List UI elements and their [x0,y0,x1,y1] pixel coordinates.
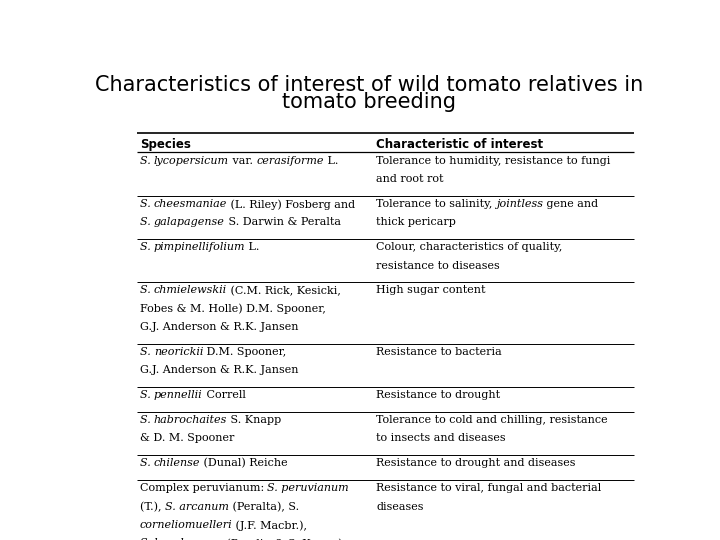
Text: S. Knapp: S. Knapp [228,415,282,425]
Text: cerasiforme: cerasiforme [256,156,324,166]
Text: S.: S. [140,347,154,357]
Text: (Peralta & S. Knaap): (Peralta & S. Knaap) [223,538,343,540]
Text: (C.M. Rick, Kesicki,: (C.M. Rick, Kesicki, [227,286,341,296]
Text: tomato breeding: tomato breeding [282,92,456,112]
Text: chmielewskii: chmielewskii [154,286,227,295]
Text: pennellii: pennellii [154,390,202,400]
Text: Species: Species [140,138,191,151]
Text: (Dunal) Reiche: (Dunal) Reiche [200,458,288,469]
Text: Fobes & M. Holle) D.M. Spooner,: Fobes & M. Holle) D.M. Spooner, [140,304,325,314]
Text: S.: S. [140,217,154,227]
Text: Characteristic of interest: Characteristic of interest [377,138,544,151]
Text: galapagense: galapagense [154,217,225,227]
Text: L.: L. [246,242,260,252]
Text: cheesmaniae: cheesmaniae [154,199,228,209]
Text: Colour, characteristics of quality,: Colour, characteristics of quality, [377,242,562,252]
Text: S.: S. [140,538,154,540]
Text: Correll: Correll [202,390,246,400]
Text: S. arcanum: S. arcanum [165,502,228,512]
Text: thick pericarp: thick pericarp [377,217,456,227]
Text: S. Darwin & Peralta: S. Darwin & Peralta [225,217,341,227]
Text: Resistance to bacteria: Resistance to bacteria [377,347,502,357]
Text: huaylasense: huaylasense [154,538,223,540]
Text: Resistance to drought: Resistance to drought [377,390,500,400]
Text: to insects and diseases: to insects and diseases [377,434,506,443]
Text: habrochaites: habrochaites [154,415,228,425]
Text: S.: S. [140,242,154,252]
Text: resistance to diseases: resistance to diseases [377,260,500,271]
Text: corneliomuelleri: corneliomuelleri [140,520,233,530]
Text: G.J. Anderson & R.K. Jansen: G.J. Anderson & R.K. Jansen [140,322,298,332]
Text: S.: S. [140,286,154,295]
Text: diseases: diseases [377,502,424,512]
Text: Tolerance to cold and chilling, resistance: Tolerance to cold and chilling, resistan… [377,415,608,425]
Text: Resistance to viral, fungal and bacterial: Resistance to viral, fungal and bacteria… [377,483,601,494]
Text: jointless: jointless [496,199,543,209]
Text: (T.),: (T.), [140,502,165,512]
Text: (L. Riley) Fosberg and: (L. Riley) Fosberg and [228,199,356,210]
Text: chilense: chilense [154,458,200,468]
Text: D.M. Spooner,: D.M. Spooner, [203,347,287,357]
Text: High sugar content: High sugar content [377,286,486,295]
Text: Characteristics of interest of wild tomato relatives in: Characteristics of interest of wild toma… [95,75,643,95]
Text: (J.F. Macbr.),: (J.F. Macbr.), [233,520,307,530]
Text: var.: var. [229,156,256,166]
Text: lycopersicum: lycopersicum [154,156,229,166]
Text: Resistance to drought and diseases: Resistance to drought and diseases [377,458,576,468]
Text: gene and: gene and [543,199,598,209]
Text: S.: S. [140,390,154,400]
Text: S.: S. [140,199,154,209]
Text: Complex peruvianum:: Complex peruvianum: [140,483,267,494]
Text: L.: L. [324,156,338,166]
Text: S. peruvianum: S. peruvianum [267,483,349,494]
Text: G.J. Anderson & R.K. Jansen: G.J. Anderson & R.K. Jansen [140,365,298,375]
Text: (Peralta), S.: (Peralta), S. [228,502,299,512]
Text: S.: S. [140,415,154,425]
Text: S.: S. [140,156,154,166]
Text: neorickii: neorickii [154,347,203,357]
Text: pimpinellifolium: pimpinellifolium [154,242,246,252]
Text: Tolerance to salinity,: Tolerance to salinity, [377,199,496,209]
Text: & D. M. Spooner: & D. M. Spooner [140,434,234,443]
Text: Tolerance to humidity, resistance to fungi: Tolerance to humidity, resistance to fun… [377,156,611,166]
Text: and root rot: and root rot [377,174,444,184]
Text: S.: S. [140,458,154,468]
